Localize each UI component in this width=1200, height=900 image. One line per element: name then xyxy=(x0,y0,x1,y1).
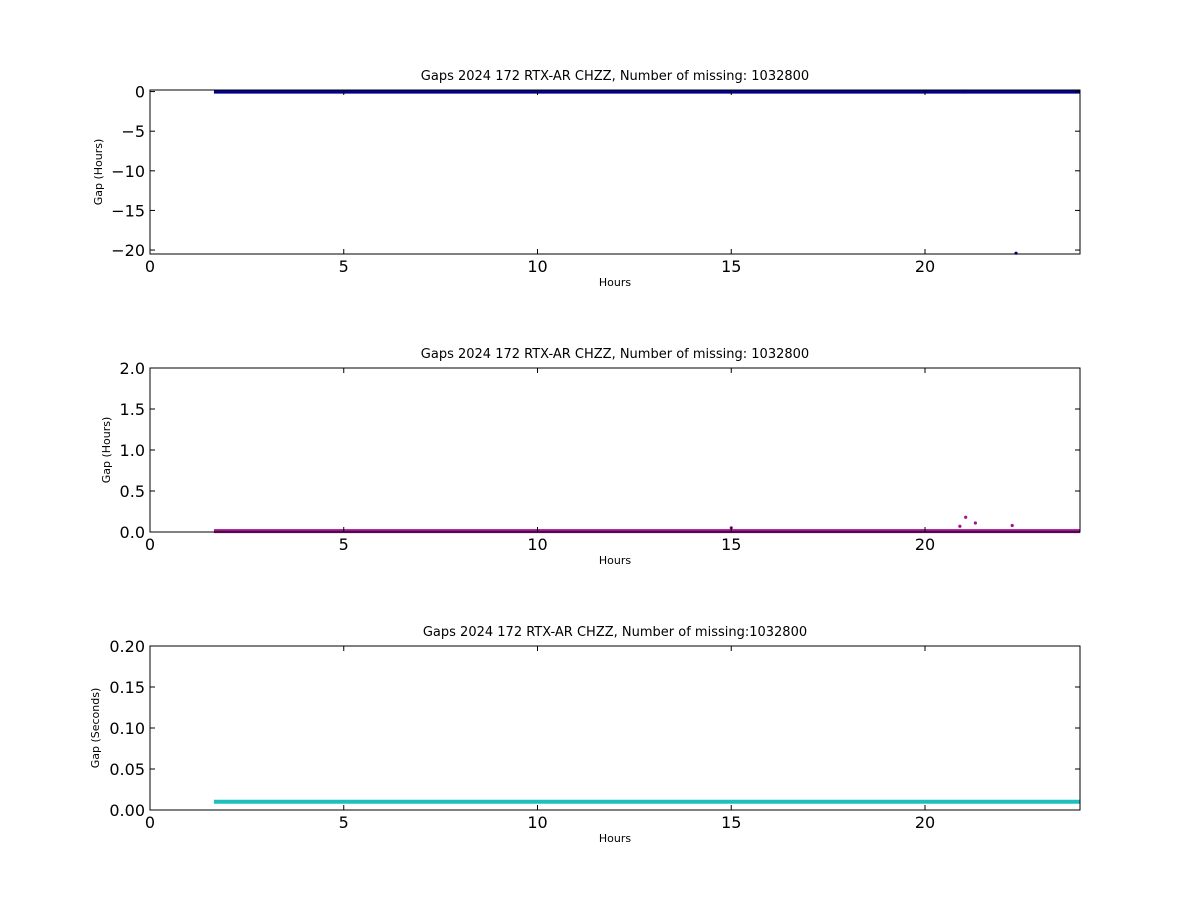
series-1 xyxy=(213,515,1080,534)
x-axis-label: Hours xyxy=(599,276,631,289)
subplot-2: 0 5 10 15 20 0.0 0.5 1.0 1.5 2.0 Gaps 2024 172 RTX… xyxy=(100,347,1081,567)
y-axis-label: Gap (Hours) xyxy=(92,139,105,206)
x-tick-label: 10 xyxy=(527,813,547,832)
x-tick-label: 5 xyxy=(339,813,349,832)
y-tick-label: 0.00 xyxy=(109,801,145,820)
y-tick-label: 0.20 xyxy=(109,637,145,656)
subplot-1: 0 5 10 15 20 0 −5 −10 −15 −20 Gaps 2024 172 RTX-AR… xyxy=(92,69,1081,289)
x-tick-label: 10 xyxy=(527,535,547,554)
y-axis-label: Gap (Seconds) xyxy=(89,688,102,769)
chart-title: Gaps 2024 172 RTX-AR CHZZ, Number of mis… xyxy=(421,69,809,84)
y-axis-label: Gap (Hours) xyxy=(100,417,113,484)
y-tick-label: 1.5 xyxy=(120,400,145,419)
y-tick-label: 1.0 xyxy=(120,441,145,460)
chart-title: Gaps 2024 172 RTX-AR CHZZ, Number of mis… xyxy=(421,347,809,362)
y-tick-label: −10 xyxy=(111,162,145,181)
x-tick-label: 10 xyxy=(527,257,547,276)
x-axis-label: Hours xyxy=(599,832,631,845)
chart-title: Gaps 2024 172 RTX-AR CHZZ, Number of mis… xyxy=(423,625,807,640)
y-tick-label: 0.15 xyxy=(109,678,145,697)
y-tick-label: 0.05 xyxy=(109,760,145,779)
data-point xyxy=(969,89,974,94)
series-1 xyxy=(213,89,1080,255)
data-point xyxy=(958,524,962,528)
subplot-3: 0 5 10 15 20 0.00 0.05 0.10 0.15 0.20 Gaps 2024 17… xyxy=(89,625,1081,845)
y-tick-label: −5 xyxy=(121,122,145,141)
x-tick-label: 20 xyxy=(915,257,935,276)
x-tick-label: 15 xyxy=(721,535,741,554)
x-tick-label: 5 xyxy=(339,257,349,276)
data-point xyxy=(973,521,977,525)
data-point xyxy=(964,515,968,519)
y-tick-label: 0 xyxy=(135,83,145,102)
x-tick-label: 0 xyxy=(145,257,155,276)
plot-frame xyxy=(149,645,1081,811)
x-axis-label: Hours xyxy=(599,554,631,567)
x-tick-label: 20 xyxy=(915,813,935,832)
data-point xyxy=(962,90,966,94)
y-tick-label: −15 xyxy=(111,201,145,220)
plot-frame xyxy=(149,367,1081,533)
data-point xyxy=(1010,523,1014,528)
y-tick-label: 2.0 xyxy=(120,359,145,378)
y-tick-label: 0.0 xyxy=(120,523,145,542)
x-tick-label: 0 xyxy=(145,813,155,832)
x-tick-label: 5 xyxy=(339,535,349,554)
x-tick-label: 15 xyxy=(721,257,741,276)
y-tick-label: −20 xyxy=(111,241,145,260)
x-tick-label: 15 xyxy=(721,813,741,832)
y-tick-label: 0.5 xyxy=(120,482,145,501)
plot-frame xyxy=(149,89,1081,255)
x-tick-label: 20 xyxy=(915,535,935,554)
y-tick-label: 0.10 xyxy=(109,719,145,738)
x-tick-label: 0 xyxy=(145,535,155,554)
